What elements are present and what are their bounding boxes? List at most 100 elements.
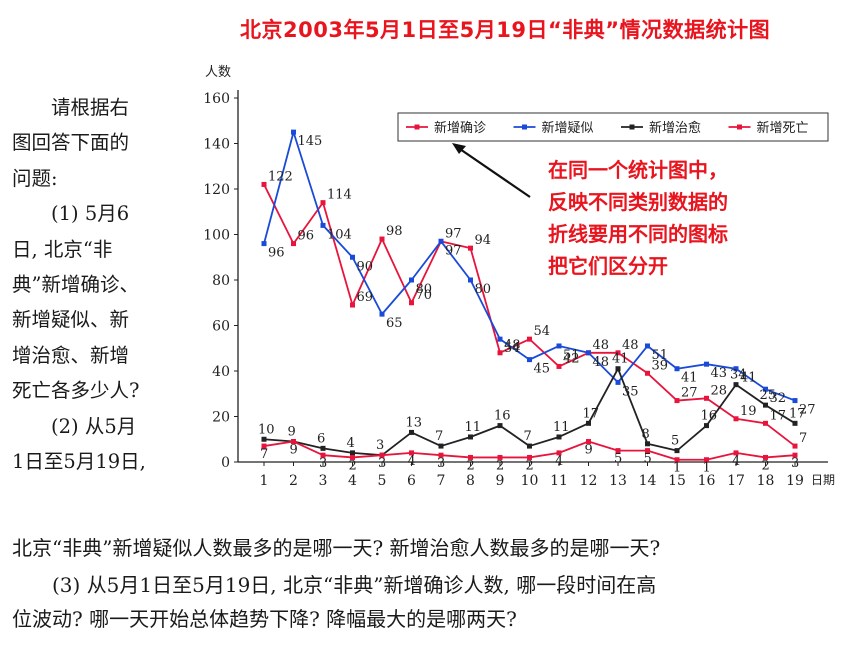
data-label: 3 bbox=[319, 456, 327, 471]
annotation-arrow-head bbox=[452, 143, 466, 154]
data-label: 48 bbox=[593, 355, 610, 370]
data-point bbox=[556, 434, 562, 440]
x-tick-label: 19 bbox=[786, 473, 804, 489]
data-point bbox=[645, 343, 650, 349]
legend-swatch-marker bbox=[414, 124, 420, 130]
data-label: 3 bbox=[437, 456, 445, 471]
data-label: 2 bbox=[349, 458, 357, 473]
data-label: 2 bbox=[526, 458, 534, 473]
data-point bbox=[497, 454, 503, 460]
y-axis-label: 人数 bbox=[205, 65, 231, 80]
y-tick-label: 120 bbox=[203, 182, 230, 198]
data-label: 27 bbox=[681, 386, 698, 401]
data-point bbox=[792, 452, 798, 458]
q3-line-2: 位波动? 哪一天开始总体趋势下降? 降幅最大的是哪两天? bbox=[12, 607, 517, 631]
data-point bbox=[615, 448, 621, 454]
data-point bbox=[320, 200, 326, 206]
data-point bbox=[350, 450, 355, 456]
data-label: 4 bbox=[408, 454, 416, 469]
data-point bbox=[763, 386, 768, 392]
x-tick-label: 11 bbox=[550, 473, 568, 489]
data-point bbox=[733, 366, 739, 372]
data-point bbox=[645, 370, 650, 376]
data-point bbox=[704, 423, 709, 429]
data-label: 4 bbox=[732, 454, 740, 469]
x-tick-label: 9 bbox=[496, 473, 505, 489]
y-tick-label: 40 bbox=[212, 364, 230, 380]
data-label: 41 bbox=[681, 371, 698, 386]
data-label: 7 bbox=[435, 429, 443, 444]
x-tick-label: 14 bbox=[639, 473, 657, 489]
data-label: 5 bbox=[614, 452, 622, 467]
data-label: 43 bbox=[711, 366, 728, 381]
data-point bbox=[674, 448, 680, 454]
data-point bbox=[291, 129, 296, 135]
x-tick-label: 6 bbox=[407, 473, 416, 489]
data-label: 145 bbox=[298, 134, 323, 149]
data-label: 7 bbox=[524, 429, 532, 444]
q1-line-2: 日, 北京“非 bbox=[12, 237, 113, 261]
data-point bbox=[527, 336, 532, 342]
x-tick-label: 16 bbox=[698, 473, 716, 489]
data-label: 10 bbox=[258, 422, 275, 437]
data-label: 17 bbox=[583, 406, 600, 421]
data-label: 39 bbox=[652, 358, 669, 373]
data-point bbox=[409, 450, 414, 456]
data-point bbox=[556, 343, 562, 349]
q1-line-1: (1) 5月6 bbox=[51, 202, 130, 226]
annotation-arrow-line bbox=[456, 146, 531, 198]
data-point bbox=[645, 441, 650, 447]
data-point bbox=[409, 300, 414, 306]
data-label: 28 bbox=[711, 383, 728, 398]
data-label: 90 bbox=[357, 259, 374, 274]
data-point bbox=[763, 420, 768, 426]
data-point bbox=[556, 363, 562, 369]
data-point bbox=[704, 457, 709, 463]
data-label: 54 bbox=[534, 324, 551, 339]
data-point bbox=[350, 254, 355, 260]
q1-line-6: 死亡各多少人? bbox=[12, 379, 140, 403]
data-label: 27 bbox=[799, 403, 816, 418]
y-tick-label: 80 bbox=[212, 273, 230, 289]
data-label: 11 bbox=[465, 420, 482, 435]
data-label: 2 bbox=[496, 458, 504, 473]
data-point bbox=[645, 448, 650, 454]
x-tick-label: 15 bbox=[668, 473, 686, 489]
intro-line-2: 图回答下面的 bbox=[12, 131, 130, 155]
data-label: 9 bbox=[585, 443, 593, 458]
data-point bbox=[291, 439, 296, 445]
legend-label: 新增死亡 bbox=[757, 120, 809, 136]
data-label: 2 bbox=[467, 458, 475, 473]
legend-label: 新增疑似 bbox=[542, 120, 594, 136]
data-label: 69 bbox=[357, 290, 374, 305]
data-label: 41 bbox=[612, 352, 629, 367]
data-label: 3 bbox=[791, 456, 799, 471]
data-point bbox=[350, 454, 355, 460]
data-label: 7 bbox=[260, 447, 268, 462]
data-label: 51 bbox=[652, 348, 669, 363]
data-point bbox=[674, 457, 680, 463]
y-tick-label: 140 bbox=[203, 137, 230, 153]
x-tick-label: 3 bbox=[319, 473, 328, 489]
y-tick-label: 0 bbox=[221, 455, 230, 471]
data-label: 97 bbox=[445, 243, 462, 258]
data-point bbox=[261, 241, 267, 247]
x-tick-label: 1 bbox=[260, 473, 269, 489]
data-point bbox=[468, 245, 473, 251]
data-point bbox=[438, 452, 444, 458]
q1-line-3: 典”新增确诊、 bbox=[12, 273, 139, 297]
data-label: 7 bbox=[799, 431, 807, 446]
data-label: 8 bbox=[642, 427, 650, 442]
data-point bbox=[468, 277, 473, 283]
data-point bbox=[468, 434, 473, 440]
data-label: 48 bbox=[504, 338, 521, 353]
q1-line-4: 新增疑似、新 bbox=[12, 308, 130, 332]
data-label: 122 bbox=[268, 169, 293, 184]
data-point bbox=[733, 382, 739, 388]
legend-box bbox=[397, 112, 829, 142]
x-tick-label: 5 bbox=[378, 473, 387, 489]
annotation-line-1: 在同一个统计图中， bbox=[548, 158, 728, 182]
legend-swatch-marker bbox=[737, 124, 742, 130]
data-point bbox=[379, 452, 385, 458]
